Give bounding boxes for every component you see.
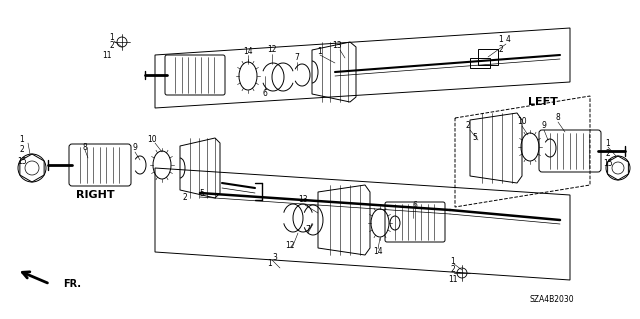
Text: 1: 1 xyxy=(268,258,273,268)
Text: 1: 1 xyxy=(499,35,504,44)
Text: 1: 1 xyxy=(317,48,323,56)
Text: 15: 15 xyxy=(603,159,613,167)
Text: 2: 2 xyxy=(109,41,115,50)
Text: 9: 9 xyxy=(541,122,547,130)
Text: 15: 15 xyxy=(17,157,27,166)
Text: 4: 4 xyxy=(506,35,511,44)
Text: 7: 7 xyxy=(294,54,300,63)
Text: FR.: FR. xyxy=(63,279,81,289)
Text: 3: 3 xyxy=(273,254,277,263)
Text: 14: 14 xyxy=(373,248,383,256)
Text: 12: 12 xyxy=(268,46,276,55)
Text: 8: 8 xyxy=(83,143,88,152)
Text: 13: 13 xyxy=(298,196,308,204)
Text: 5: 5 xyxy=(200,189,204,197)
Text: 6: 6 xyxy=(262,88,268,98)
Text: 7: 7 xyxy=(305,226,310,234)
Text: 2: 2 xyxy=(499,46,504,55)
Text: 1: 1 xyxy=(451,256,456,265)
Text: 1: 1 xyxy=(109,33,115,41)
Text: 13: 13 xyxy=(332,41,342,50)
Text: 14: 14 xyxy=(243,48,253,56)
Text: 2: 2 xyxy=(20,145,24,154)
Text: 12: 12 xyxy=(285,241,295,249)
Text: SZA4B2030: SZA4B2030 xyxy=(530,295,575,305)
Text: 9: 9 xyxy=(132,144,138,152)
Text: 2: 2 xyxy=(182,192,188,202)
Text: 5: 5 xyxy=(472,133,477,143)
Text: RIGHT: RIGHT xyxy=(76,190,115,200)
Text: 1: 1 xyxy=(20,136,24,145)
Text: 2: 2 xyxy=(605,149,611,158)
Text: LEFT: LEFT xyxy=(528,97,558,107)
Text: 1: 1 xyxy=(605,138,611,147)
Text: 10: 10 xyxy=(517,117,527,127)
Text: 11: 11 xyxy=(102,50,112,60)
Text: 6: 6 xyxy=(413,201,417,210)
Text: 11: 11 xyxy=(448,276,458,285)
Text: 10: 10 xyxy=(147,136,157,145)
Text: 2: 2 xyxy=(466,121,470,130)
Text: 8: 8 xyxy=(556,114,561,122)
Text: 2: 2 xyxy=(451,265,456,275)
